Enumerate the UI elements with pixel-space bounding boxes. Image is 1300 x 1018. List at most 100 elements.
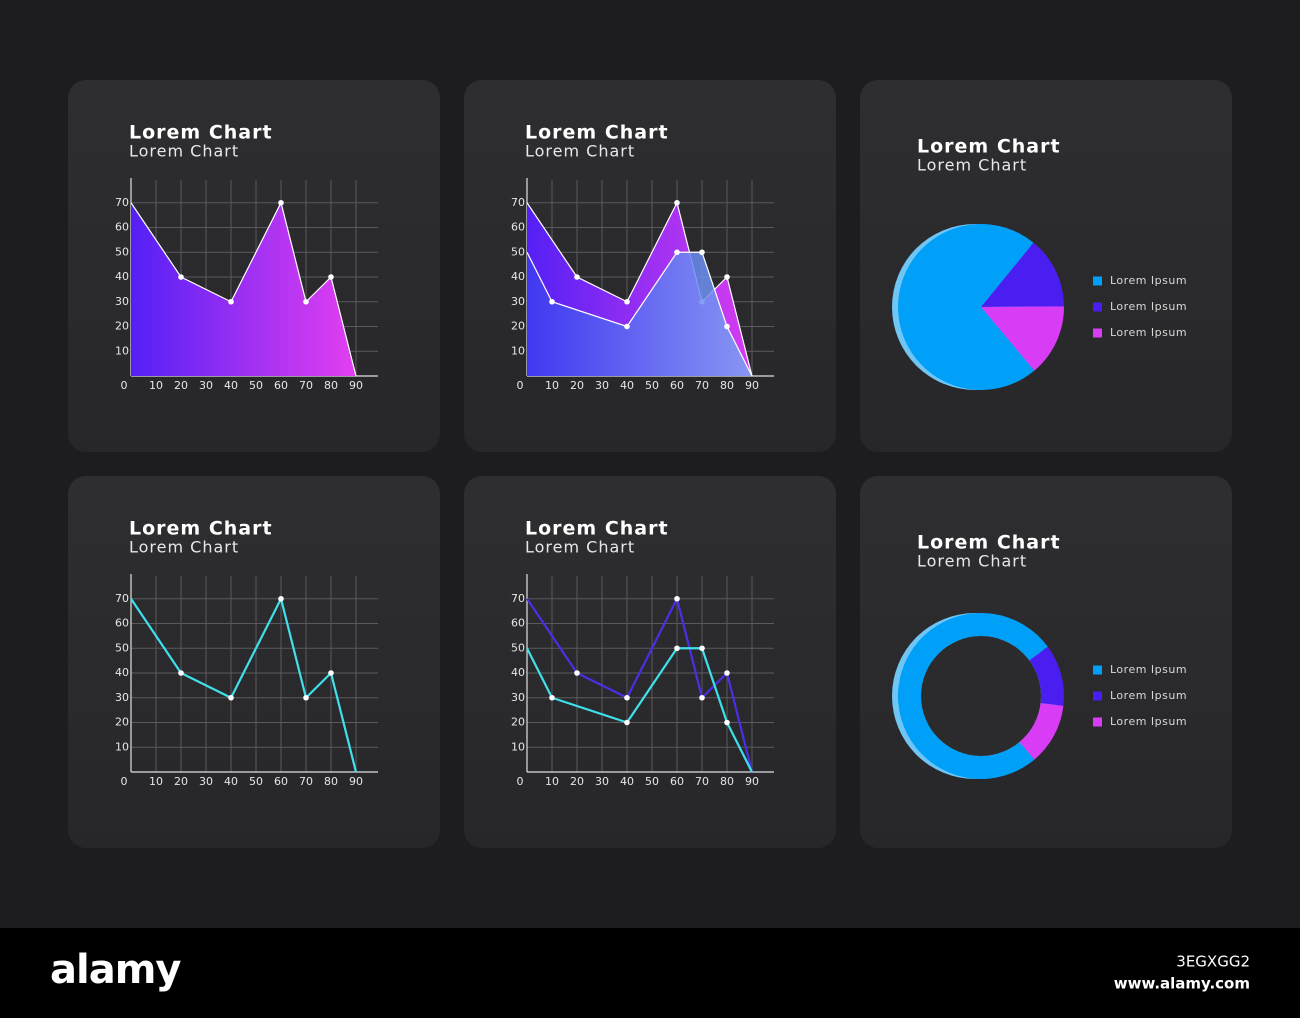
x-tick-label: 20: [174, 775, 188, 788]
chart-title: Lorem Chart: [129, 122, 273, 144]
y-tick-label: 50: [115, 641, 129, 654]
area: [527, 252, 752, 376]
point: [699, 645, 705, 652]
x-tick-label: 90: [349, 775, 363, 788]
y-tick-label: 30: [511, 295, 525, 308]
x-tick-label: 80: [720, 775, 734, 788]
x-tick-label: 60: [274, 775, 288, 788]
legend-swatch: [1093, 276, 1102, 286]
x-tick-label: 10: [149, 775, 163, 788]
x-tick-label: 90: [349, 379, 363, 392]
x-tick-label: 50: [249, 379, 263, 392]
x-tick-label: 90: [745, 775, 759, 788]
x-tick-label: 70: [299, 379, 313, 392]
x-tick-label: 20: [570, 379, 584, 392]
footer-logo: alamy: [50, 947, 181, 993]
footer-url: www.alamy.com: [1114, 975, 1250, 993]
x-tick-label: 40: [224, 379, 238, 392]
chart-subtitle: Lorem Chart: [129, 538, 239, 557]
x-tick-label: 70: [695, 775, 709, 788]
y-tick-label: 50: [115, 245, 129, 258]
y-tick-label: 40: [115, 270, 129, 283]
point: [674, 249, 680, 256]
chart-subtitle: Lorem Chart: [917, 552, 1027, 571]
y-tick-label: 20: [511, 320, 525, 333]
area: [131, 202, 356, 376]
x-tick-label: 90: [745, 379, 759, 392]
legend-label: Lorem Ipsum: [1110, 663, 1187, 676]
point: [549, 298, 555, 305]
point: [178, 670, 184, 676]
point: [724, 323, 730, 330]
point: [549, 694, 555, 701]
x-tick-label: 30: [595, 775, 609, 788]
point: [228, 694, 234, 701]
point: [278, 595, 284, 602]
y-tick-label: 30: [511, 691, 525, 704]
y-tick-label: 20: [115, 320, 129, 333]
chart-subtitle: Lorem Chart: [525, 538, 635, 557]
x-tick-label: 0: [121, 379, 128, 392]
y-tick-label: 50: [511, 641, 525, 654]
chart-title: Lorem Chart: [525, 122, 669, 144]
y-tick-label: 70: [511, 196, 525, 209]
point: [624, 323, 630, 330]
y-tick-label: 70: [115, 592, 129, 605]
x-tick-label: 0: [517, 775, 524, 788]
y-tick-label: 30: [115, 691, 129, 704]
point: [328, 274, 334, 280]
x-tick-label: 30: [199, 379, 213, 392]
y-tick-label: 40: [115, 666, 129, 679]
x-tick-label: 60: [670, 775, 684, 788]
y-tick-label: 70: [115, 196, 129, 209]
y-tick-label: 10: [511, 740, 525, 753]
point: [574, 670, 580, 676]
x-tick-label: 50: [249, 775, 263, 788]
chart-title: Lorem Chart: [917, 532, 1061, 554]
point: [178, 274, 184, 280]
y-tick-label: 30: [115, 295, 129, 308]
y-tick-label: 40: [511, 270, 525, 283]
legend-swatch: [1093, 665, 1102, 675]
y-tick-label: 60: [511, 221, 525, 234]
x-tick-label: 0: [121, 775, 128, 788]
slice: [981, 242, 1064, 307]
x-tick-label: 0: [517, 379, 524, 392]
x-tick-label: 60: [670, 379, 684, 392]
chart-subtitle: Lorem Chart: [525, 142, 635, 161]
slice: [981, 306, 1064, 371]
point: [724, 274, 730, 280]
y-tick-label: 40: [511, 666, 525, 679]
point: [724, 670, 730, 676]
chart-title: Lorem Chart: [917, 136, 1061, 158]
y-tick-label: 10: [115, 740, 129, 753]
y-tick-label: 10: [115, 344, 129, 357]
x-tick-label: 60: [274, 379, 288, 392]
card: [68, 476, 440, 848]
y-tick-label: 20: [115, 716, 129, 729]
legend-label: Lorem Ipsum: [1110, 300, 1187, 313]
point: [278, 199, 284, 206]
x-tick-label: 40: [224, 775, 238, 788]
y-tick-label: 60: [511, 617, 525, 630]
x-tick-label: 50: [645, 775, 659, 788]
slice: [1019, 703, 1064, 760]
slice: [898, 223, 1035, 390]
legend-label: Lorem Ipsum: [1110, 326, 1187, 339]
x-tick-label: 10: [545, 775, 559, 788]
x-tick-label: 40: [620, 775, 634, 788]
x-tick-label: 30: [199, 775, 213, 788]
x-tick-label: 70: [695, 379, 709, 392]
point: [303, 694, 309, 701]
x-tick-label: 50: [645, 379, 659, 392]
x-tick-label: 30: [595, 379, 609, 392]
footer-id: 3EGXGG2: [1176, 953, 1250, 971]
legend-swatch: [1093, 691, 1102, 701]
point: [303, 298, 309, 305]
y-tick-label: 20: [511, 716, 525, 729]
point: [724, 719, 730, 726]
